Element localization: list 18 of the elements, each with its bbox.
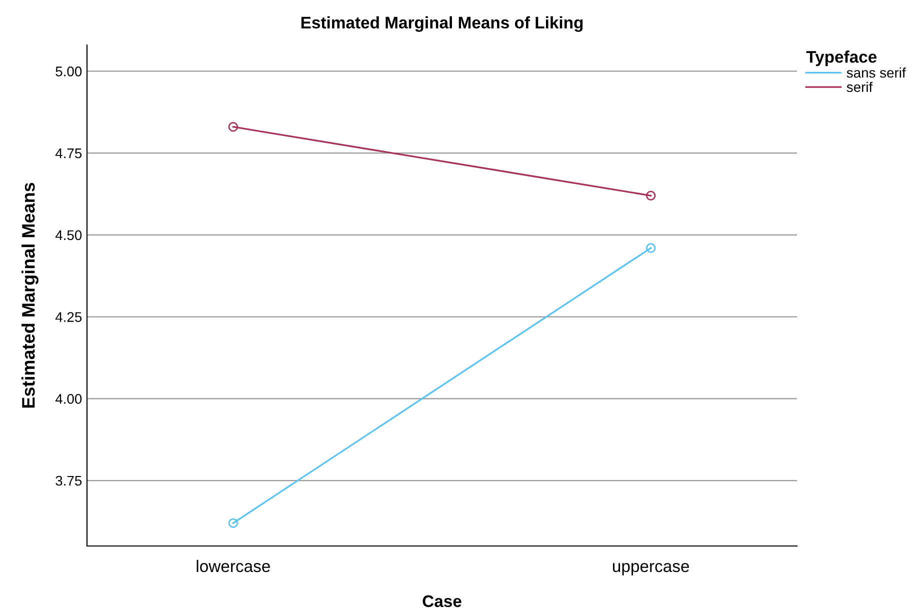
y-axis-title: Estimated Marginal Means: [22, 182, 38, 408]
point: [646, 190, 656, 200]
y-tick-label: 4.50: [55, 230, 82, 240]
y-tick-label: 5.00: [56, 66, 82, 76]
point: [646, 243, 656, 253]
y-tick-label: 4.00: [55, 394, 82, 404]
y-tick-label: 4.75: [55, 148, 82, 158]
chart-title: Estimated Marginal Means of Liking: [301, 16, 583, 32]
point: [228, 518, 238, 528]
legend-title: Typeface: [806, 50, 877, 66]
legend-label: sans serif: [846, 67, 906, 78]
x-axis-title: Case: [422, 595, 462, 608]
y-tick-label: 3.75: [56, 476, 82, 486]
x-tick-label: lowercase: [196, 560, 270, 572]
y-tick-label: 4.25: [55, 312, 82, 322]
point: [228, 122, 238, 132]
legend-label: serif: [846, 82, 873, 92]
x-tick-label: uppercase: [612, 563, 689, 576]
